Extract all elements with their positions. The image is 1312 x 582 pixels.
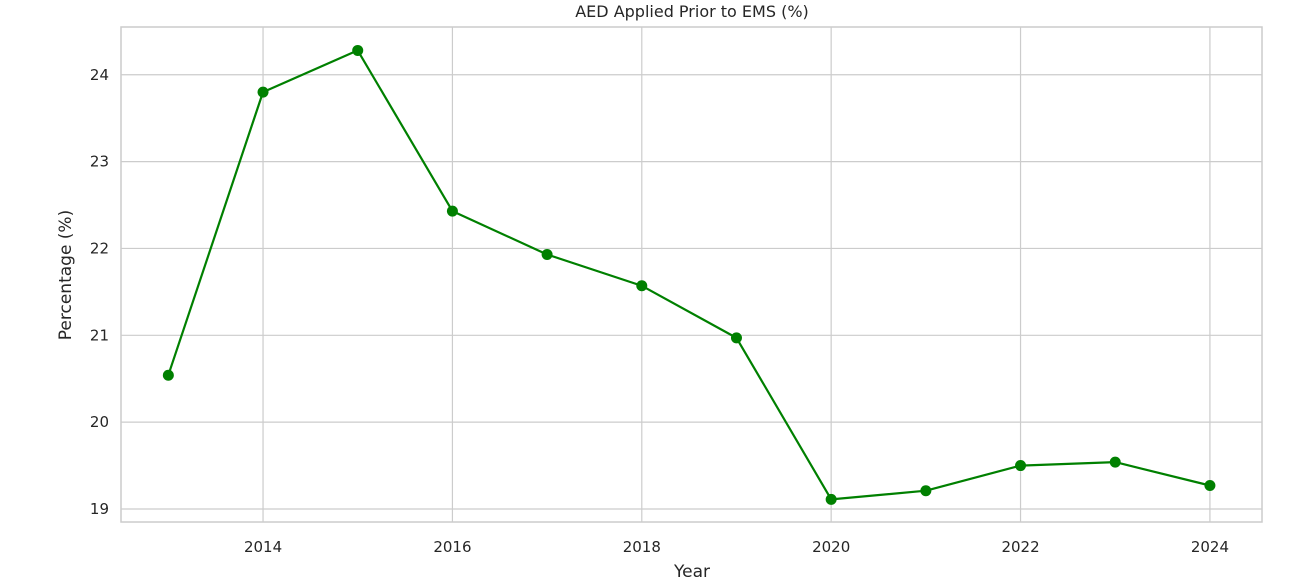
x-gridlines	[262, 27, 1211, 522]
y-tick-label: 23	[90, 153, 109, 171]
y-tick-label: 22	[90, 239, 109, 257]
y-tick-label: 20	[90, 413, 109, 431]
plot-area	[121, 27, 1262, 522]
x-tick-label: 2018	[623, 538, 661, 556]
y-tick-label: 19	[90, 500, 109, 518]
y-tick-labels: 19 20 21 22 23 24	[90, 66, 109, 518]
chart-title: AED Applied Prior to EMS (%)	[575, 2, 809, 21]
data-point	[730, 332, 742, 344]
data-point	[352, 44, 364, 56]
x-tick-label: 2016	[433, 538, 471, 556]
y-tick-label: 24	[90, 66, 109, 84]
data-point	[541, 249, 553, 261]
x-tick-label: 2022	[1001, 538, 1039, 556]
data-point	[1109, 456, 1121, 468]
data-point	[1204, 480, 1216, 492]
y-tick-label: 21	[90, 326, 109, 344]
y-gridlines	[121, 74, 1262, 510]
data-point	[162, 369, 174, 381]
data-point	[1015, 460, 1027, 472]
y-axis-label: Percentage (%)	[56, 210, 76, 340]
data-point	[257, 86, 269, 98]
x-tick-label: 2024	[1191, 538, 1229, 556]
data-point	[920, 485, 932, 497]
data-point	[446, 205, 458, 217]
series-line	[167, 49, 1211, 501]
x-tick-labels: 2014 2016 2018 2020 2022 2024	[244, 538, 1229, 556]
x-axis-label: Year	[673, 562, 710, 582]
data-point	[825, 493, 837, 505]
data-point	[636, 280, 648, 292]
plot-frame	[120, 26, 1263, 523]
x-tick-label: 2014	[244, 538, 282, 556]
x-tick-label: 2020	[812, 538, 850, 556]
data-points	[162, 44, 1216, 505]
